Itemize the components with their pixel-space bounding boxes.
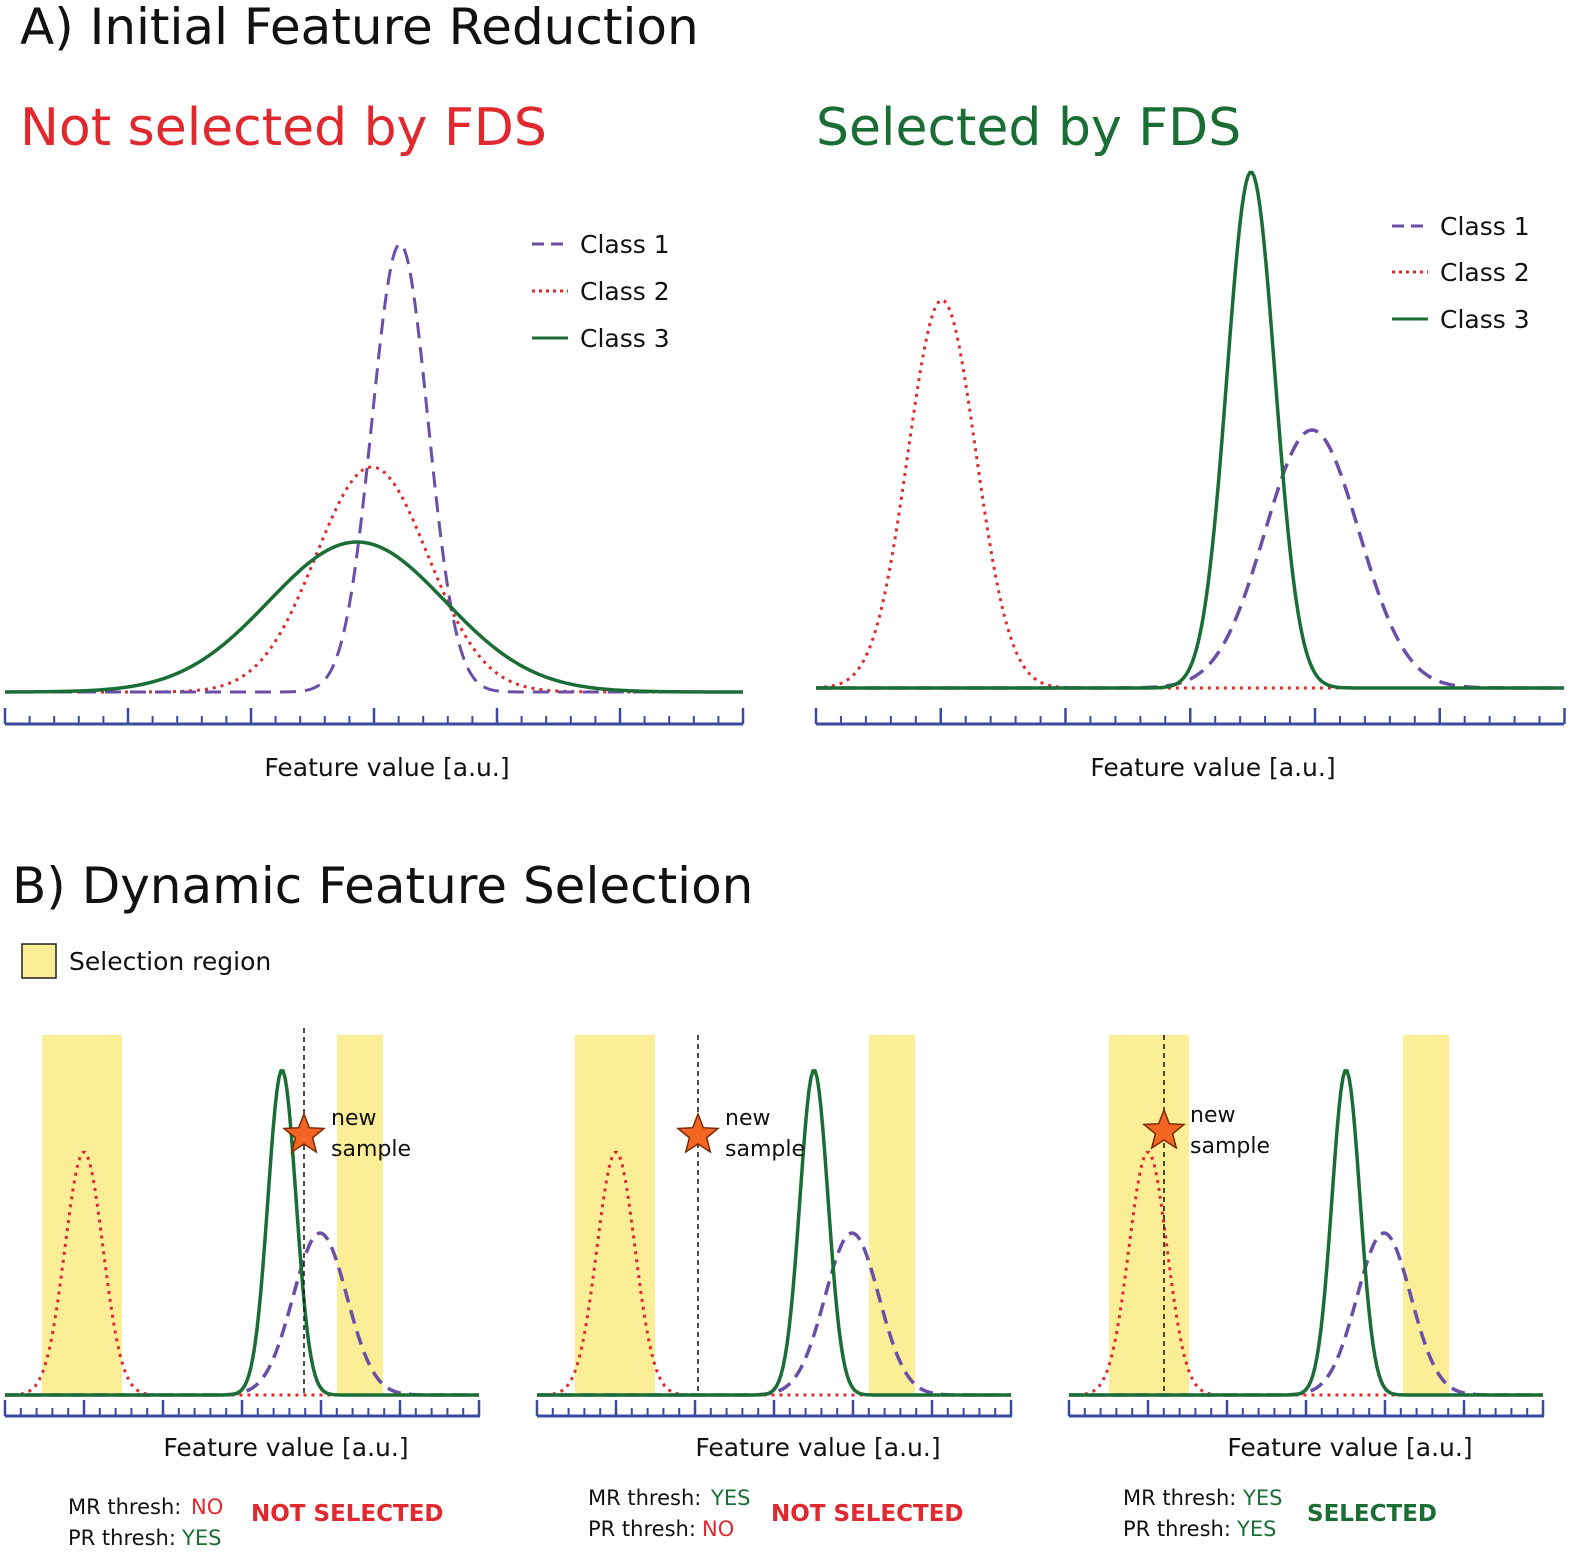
legend-class1-label: Class 1 — [580, 230, 670, 259]
mr-thresh-label: MR thresh: — [68, 1495, 181, 1519]
selection-result: NOT SELECTED — [771, 1501, 964, 1527]
selection-region-left — [1109, 1035, 1189, 1395]
mr-thresh-value: YES — [710, 1486, 750, 1510]
pr-thresh-label: PR thresh: — [68, 1526, 176, 1550]
legend-class2-label: Class 2 — [1440, 258, 1530, 287]
selection-region-swatch — [21, 943, 57, 979]
panel-b-3-axis — [1067, 1400, 1545, 1418]
panel-b-3-class3-curve — [1069, 1069, 1543, 1397]
mr-thresh-label: MR thresh: — [588, 1486, 701, 1510]
panel-b-1-xlabel: Feature value [a.u.] — [163, 1433, 408, 1462]
panel-b-1-class3-curve — [5, 1069, 479, 1397]
selection-region-right — [1403, 1035, 1449, 1395]
panel-b-1-axis — [3, 1400, 481, 1418]
panel-b-2-xlabel: Feature value [a.u.] — [695, 1433, 940, 1462]
panel-b-3-xlabel: Feature value [a.u.] — [1227, 1433, 1472, 1462]
pr-thresh-value: NO — [702, 1517, 734, 1541]
panel-a-left: Class 1 Class 2 Class 3 Feature value [a… — [3, 230, 745, 782]
legend-class2-label: Class 2 — [580, 277, 670, 306]
section-b-title: B) Dynamic Feature Selection — [12, 857, 753, 915]
pr-thresh-value: YES — [1236, 1517, 1276, 1541]
new-sample-label-line2: sample — [1190, 1134, 1270, 1159]
panel-a-right-class1-curve — [816, 428, 1564, 690]
panel-a-right-heading: Selected by FDS — [816, 98, 1241, 158]
legend-class1-label: Class 1 — [1440, 212, 1530, 241]
new-sample-star-icon — [1142, 1107, 1186, 1150]
panel-a-left-axis — [3, 708, 745, 726]
panel-b-3: new sample Feature value [a.u.] MR thres… — [1067, 1035, 1545, 1541]
panel-b-2-axis — [535, 1400, 1013, 1418]
panel-b-2-class3-curve — [537, 1069, 1011, 1397]
selection-region-label: Selection region — [69, 947, 271, 976]
selection-region-right — [869, 1035, 915, 1395]
section-a-title: A) Initial Feature Reduction — [20, 0, 699, 56]
new-sample-label-line2: sample — [331, 1137, 411, 1162]
selection-result: SELECTED — [1307, 1501, 1437, 1527]
new-sample-label-line1: new — [331, 1106, 376, 1131]
panel-a-left-class3-curve — [4, 540, 743, 694]
panel-a-right-axis — [814, 708, 1566, 726]
pr-thresh-value: YES — [181, 1526, 221, 1550]
panel-b-1: new sample Feature value [a.u.] MR thres… — [3, 1028, 481, 1550]
selection-region-left — [575, 1035, 655, 1395]
new-sample-label-line1: new — [725, 1106, 770, 1131]
panel-b-2: new sample Feature value [a.u.] MR thres… — [535, 1035, 1013, 1541]
panel-a-left-class1-curve — [5, 242, 743, 694]
panel-a-left-legend: Class 1 Class 2 Class 3 — [532, 230, 670, 353]
mr-thresh-value: YES — [1242, 1486, 1282, 1510]
new-sample-star-icon — [676, 1111, 720, 1154]
panel-a-right-class2-curve — [815, 298, 1564, 690]
pr-thresh-label: PR thresh: — [1123, 1517, 1231, 1541]
selection-region-right — [337, 1035, 383, 1395]
panel-a-left-heading: Not selected by FDS — [20, 98, 547, 158]
new-sample-star-icon — [282, 1111, 326, 1154]
pr-thresh-label: PR thresh: — [588, 1517, 696, 1541]
selection-region-left — [42, 1035, 122, 1395]
panel-a-right-legend: Class 1 Class 2 Class 3 — [1392, 212, 1530, 334]
panel-a-right-xlabel: Feature value [a.u.] — [1090, 753, 1335, 782]
mr-thresh-label: MR thresh: — [1123, 1486, 1236, 1510]
panel-a-left-xlabel: Feature value [a.u.] — [264, 753, 509, 782]
new-sample-label-line1: new — [1190, 1103, 1235, 1128]
mr-thresh-value: NO — [191, 1495, 223, 1519]
panel-a-right-class3-curve — [816, 170, 1564, 690]
panel-a-right: Class 1 Class 2 Class 3 Feature value [a… — [814, 170, 1566, 782]
new-sample-label-line2: sample — [725, 1137, 805, 1162]
panel-a-left-class2-curve — [5, 465, 743, 694]
selection-result: NOT SELECTED — [251, 1501, 444, 1527]
legend-class3-label: Class 3 — [1440, 305, 1530, 334]
legend-class3-label: Class 3 — [580, 324, 670, 353]
